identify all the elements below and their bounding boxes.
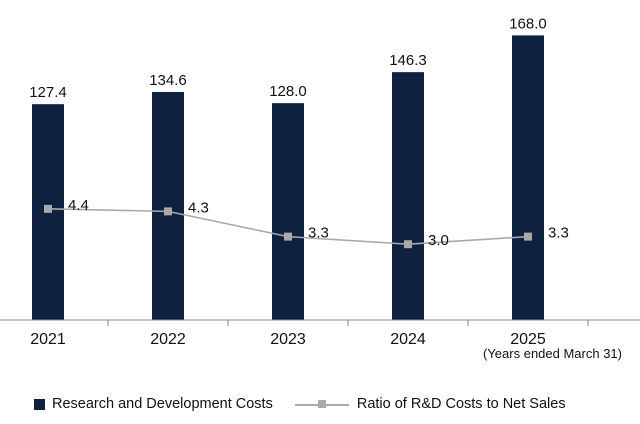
- legend: Research and Development Costs Ratio of …: [34, 396, 566, 412]
- bar-2023: [272, 103, 304, 320]
- x-tick-label-2024: 2024: [390, 331, 426, 348]
- legend-item-rd-costs: Research and Development Costs: [34, 396, 273, 412]
- bar-2024: [392, 72, 424, 320]
- ratio-value-label: 4.4: [68, 197, 89, 214]
- bar-value-label: 127.4: [29, 84, 67, 101]
- bar-2022: [152, 91, 184, 320]
- line-series: [44, 204, 532, 249]
- ratio-value-label: 3.3: [548, 225, 569, 242]
- bar-series: [32, 35, 544, 321]
- ratio-marker-2023: [284, 232, 292, 241]
- ratio-value-label: 3.0: [428, 232, 449, 249]
- bar-value-label: 128.0: [269, 83, 307, 100]
- x-axis-note: (Years ended March 31): [483, 346, 622, 361]
- legend-swatch-line: [294, 399, 349, 410]
- x-axis: 2021 2022 2023 2024 2025: [0, 319, 640, 348]
- bar-value-label: 168.0: [509, 15, 547, 32]
- ratio-marker-2021: [44, 204, 52, 213]
- ratio-marker-2024: [404, 240, 412, 249]
- bar-value-label: 146.3: [389, 52, 427, 69]
- ratio-marker-2025: [524, 232, 532, 241]
- bar-2025: [512, 35, 544, 320]
- ratio-value-label: 4.3: [188, 199, 209, 216]
- legend-label-rd-costs: Research and Development Costs: [52, 396, 273, 412]
- legend-item-ratio: Ratio of R&D Costs to Net Sales: [294, 396, 566, 412]
- x-tick-label-2025: 2025: [510, 331, 546, 348]
- x-tick-label-2022: 2022: [150, 331, 186, 348]
- legend-label-ratio: Ratio of R&D Costs to Net Sales: [356, 396, 566, 412]
- bar-value-label: 134.6: [149, 72, 187, 89]
- ratio-value-label: 3.3: [308, 225, 329, 242]
- data-labels: 127.4 134.6 128.0 146.3 168.0 4.4 4.3 3.3 3.0 3.3: [29, 15, 569, 249]
- legend-swatch-bar: [34, 398, 45, 410]
- x-tick-label-2023: 2023: [270, 331, 306, 348]
- x-tick-label-2021: 2021: [30, 331, 66, 348]
- ratio-marker-2022: [164, 207, 172, 216]
